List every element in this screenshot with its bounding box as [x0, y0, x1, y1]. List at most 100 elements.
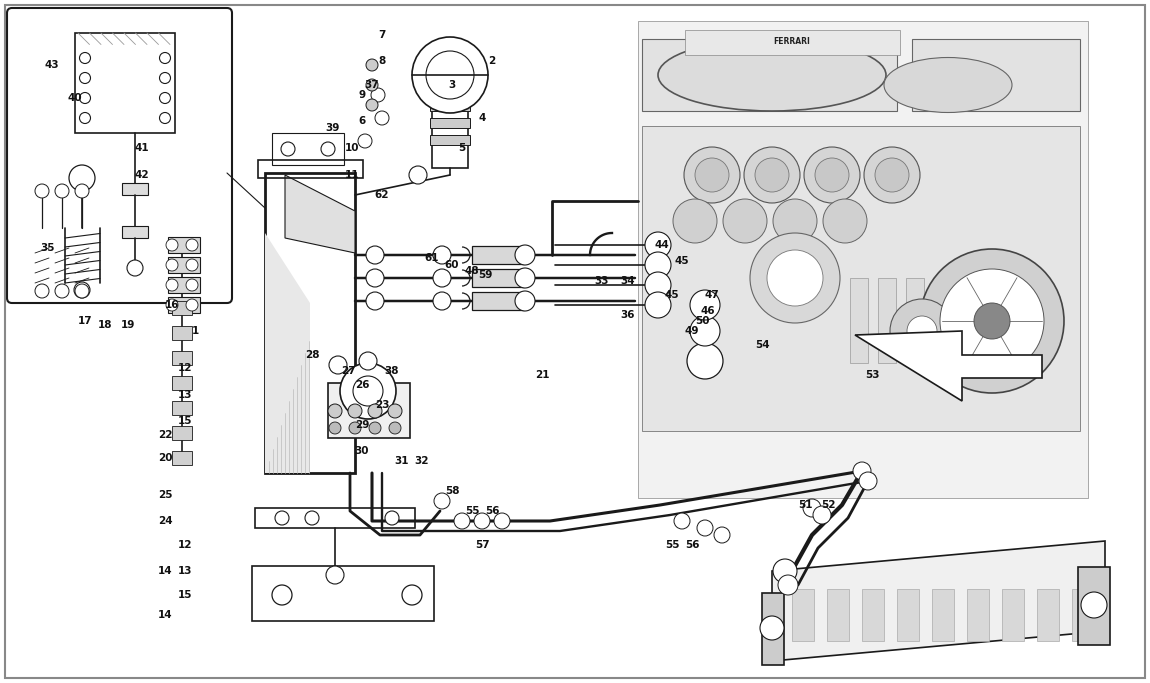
Circle shape — [275, 511, 289, 525]
Text: 30: 30 — [354, 446, 369, 456]
Text: FERRARI: FERRARI — [774, 36, 811, 46]
Circle shape — [321, 142, 335, 156]
Circle shape — [714, 527, 730, 543]
Text: 51: 51 — [798, 500, 812, 510]
Text: 55: 55 — [665, 540, 680, 550]
Bar — [168, 277, 200, 293]
Text: 18: 18 — [98, 320, 113, 330]
Circle shape — [166, 239, 178, 251]
Circle shape — [385, 511, 399, 525]
Circle shape — [358, 134, 371, 148]
Circle shape — [366, 292, 384, 310]
Circle shape — [875, 158, 908, 192]
Text: 38: 38 — [385, 366, 399, 376]
Text: 47: 47 — [705, 290, 720, 300]
Circle shape — [366, 99, 378, 111]
Bar — [172, 401, 192, 415]
Text: 60: 60 — [445, 260, 459, 270]
Circle shape — [79, 92, 91, 104]
Circle shape — [166, 279, 178, 291]
Text: 12: 12 — [178, 363, 192, 373]
Circle shape — [353, 376, 383, 406]
Circle shape — [750, 233, 840, 323]
Text: 8: 8 — [378, 56, 385, 66]
Circle shape — [389, 422, 401, 434]
Circle shape — [126, 260, 143, 276]
Text: 24: 24 — [158, 516, 172, 526]
Text: 57: 57 — [475, 540, 489, 550]
Text: 4: 4 — [478, 113, 485, 123]
Text: 15: 15 — [178, 590, 192, 600]
Circle shape — [273, 585, 292, 605]
Bar — [642, 126, 1080, 431]
Text: 45: 45 — [675, 256, 689, 266]
Text: 21: 21 — [535, 370, 550, 380]
Text: 16: 16 — [164, 300, 179, 310]
Circle shape — [744, 147, 800, 203]
Circle shape — [186, 259, 198, 271]
Circle shape — [645, 252, 670, 278]
Circle shape — [34, 284, 49, 298]
Bar — [1072, 589, 1094, 641]
Bar — [172, 451, 192, 465]
Text: 56: 56 — [485, 506, 499, 516]
Text: 46: 46 — [700, 306, 715, 316]
Text: 44: 44 — [654, 240, 669, 250]
Circle shape — [366, 269, 384, 287]
Bar — [75, 33, 175, 133]
Circle shape — [813, 506, 831, 524]
Circle shape — [329, 356, 347, 374]
FancyBboxPatch shape — [7, 8, 232, 303]
Bar — [172, 376, 192, 390]
Text: 52: 52 — [821, 500, 835, 510]
Bar — [906, 278, 923, 363]
Bar — [328, 383, 411, 438]
Circle shape — [864, 147, 920, 203]
Bar — [762, 593, 784, 665]
Circle shape — [79, 113, 91, 124]
Circle shape — [803, 499, 821, 517]
Circle shape — [426, 51, 474, 99]
Bar — [1002, 589, 1024, 641]
Text: 14: 14 — [158, 566, 172, 576]
Polygon shape — [638, 21, 1088, 498]
Circle shape — [412, 37, 488, 113]
Circle shape — [695, 158, 729, 192]
Text: 19: 19 — [121, 320, 136, 330]
Circle shape — [1081, 592, 1107, 618]
Text: 28: 28 — [305, 350, 320, 360]
Circle shape — [515, 291, 535, 311]
Circle shape — [823, 199, 867, 243]
Circle shape — [890, 299, 954, 363]
Bar — [430, 101, 470, 111]
Circle shape — [402, 585, 422, 605]
Bar — [472, 246, 524, 264]
Circle shape — [756, 158, 789, 192]
Circle shape — [388, 404, 402, 418]
Circle shape — [853, 462, 871, 480]
Circle shape — [34, 184, 49, 198]
Text: 9: 9 — [359, 90, 366, 100]
Text: 11: 11 — [345, 170, 359, 180]
Circle shape — [697, 520, 713, 536]
Circle shape — [166, 259, 178, 271]
Text: 32: 32 — [415, 456, 429, 466]
Text: 37: 37 — [365, 80, 380, 90]
Polygon shape — [772, 541, 1105, 661]
Circle shape — [366, 59, 378, 71]
Bar — [862, 589, 884, 641]
Circle shape — [687, 343, 723, 379]
Circle shape — [434, 269, 451, 287]
Circle shape — [779, 575, 798, 595]
Text: 2: 2 — [489, 56, 496, 66]
Circle shape — [645, 272, 670, 298]
Circle shape — [186, 239, 198, 251]
Circle shape — [348, 404, 362, 418]
Bar — [258, 160, 363, 178]
Circle shape — [494, 513, 509, 529]
Text: 43: 43 — [45, 60, 60, 70]
Text: 56: 56 — [684, 540, 699, 550]
Circle shape — [329, 422, 342, 434]
Circle shape — [368, 404, 382, 418]
Polygon shape — [264, 233, 310, 473]
